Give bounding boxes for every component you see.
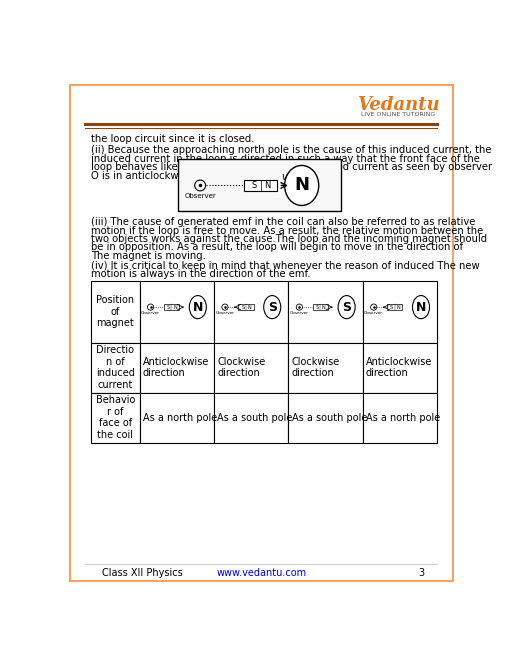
FancyBboxPatch shape (214, 393, 288, 443)
Text: As a north pole: As a north pole (365, 412, 439, 422)
Text: S: S (166, 305, 169, 310)
Text: (iii) The cause of generated emf in the coil can also be referred to as relative: (iii) The cause of generated emf in the … (91, 217, 474, 227)
FancyBboxPatch shape (163, 304, 179, 310)
FancyBboxPatch shape (139, 343, 214, 393)
Text: (iv) It is critical to keep in mind that whenever the reason of induced The new: (iv) It is critical to keep in mind that… (91, 261, 478, 271)
FancyBboxPatch shape (288, 343, 362, 393)
Text: Class XII Physics: Class XII Physics (102, 568, 183, 578)
FancyBboxPatch shape (139, 393, 214, 443)
Text: S: S (267, 300, 276, 314)
FancyBboxPatch shape (288, 393, 362, 443)
Text: N: N (192, 300, 203, 314)
Text: O is in anticlockwise direction. (figure): O is in anticlockwise direction. (figure… (91, 171, 282, 181)
Ellipse shape (412, 296, 429, 319)
Text: S: S (342, 300, 350, 314)
Text: Observer: Observer (363, 311, 382, 315)
FancyBboxPatch shape (362, 393, 436, 443)
Ellipse shape (129, 187, 392, 495)
FancyBboxPatch shape (288, 281, 362, 343)
Text: the loop circuit since it is closed.: the loop circuit since it is closed. (91, 134, 254, 144)
Text: 3: 3 (418, 568, 424, 578)
Text: Clockwise
direction: Clockwise direction (217, 357, 265, 378)
FancyBboxPatch shape (91, 343, 139, 393)
Text: v: v (280, 172, 286, 182)
Text: S: S (315, 305, 318, 310)
Text: As a north pole: As a north pole (143, 412, 217, 422)
Ellipse shape (337, 296, 354, 319)
Text: Vedantu: Vedantu (356, 96, 439, 114)
FancyBboxPatch shape (91, 393, 139, 443)
Text: S: S (389, 305, 392, 310)
Text: Observer: Observer (141, 311, 160, 315)
FancyBboxPatch shape (244, 180, 276, 191)
Text: S: S (251, 181, 256, 190)
FancyBboxPatch shape (238, 304, 253, 310)
Text: N: N (415, 300, 426, 314)
Text: motion is always in the direction of the emf.: motion is always in the direction of the… (91, 269, 310, 279)
Text: be in opposition. As a result, the loop will begin to move in the direction of: be in opposition. As a result, the loop … (91, 242, 462, 252)
Text: N: N (173, 305, 177, 310)
Text: Observer: Observer (184, 193, 216, 199)
Text: induced current in the loop is directed in such a way that the front face of the: induced current in the loop is directed … (91, 154, 479, 164)
Text: N: N (321, 305, 325, 310)
FancyBboxPatch shape (362, 281, 436, 343)
Text: As a south pole: As a south pole (217, 412, 292, 422)
Text: The magnet is moving.: The magnet is moving. (91, 251, 205, 261)
Text: N: N (294, 176, 308, 195)
FancyBboxPatch shape (139, 281, 214, 343)
Text: (ii) Because the approaching north pole is the cause of this induced current, th: (ii) Because the approaching north pole … (91, 145, 490, 155)
Text: two objects works against the cause.The loop and the incoming magnet should: two objects works against the cause.The … (91, 234, 486, 244)
FancyBboxPatch shape (312, 304, 327, 310)
FancyBboxPatch shape (362, 343, 436, 393)
Text: Directio
n of
induced
current: Directio n of induced current (96, 345, 134, 390)
FancyBboxPatch shape (91, 281, 139, 343)
FancyBboxPatch shape (214, 281, 288, 343)
Text: Anticlockwise
direction: Anticlockwise direction (365, 357, 432, 378)
Ellipse shape (263, 296, 280, 319)
Text: S: S (241, 305, 244, 310)
Text: www.vedantu.com: www.vedantu.com (216, 568, 306, 578)
Text: N: N (264, 181, 270, 190)
Text: As a south pole: As a south pole (291, 412, 366, 422)
Text: Position
of
magnet: Position of magnet (96, 295, 134, 328)
FancyBboxPatch shape (70, 85, 452, 581)
Text: Observer: Observer (289, 311, 308, 315)
Ellipse shape (284, 166, 318, 205)
Text: Observer: Observer (215, 311, 234, 315)
Text: motion if the loop is free to move. As a result, the relative motion between the: motion if the loop is free to move. As a… (91, 226, 482, 236)
Text: Behavio
r of
face of
the coil: Behavio r of face of the coil (95, 395, 135, 440)
FancyBboxPatch shape (214, 343, 288, 393)
Text: Anticlockwise
direction: Anticlockwise direction (143, 357, 209, 378)
FancyBboxPatch shape (386, 304, 402, 310)
Ellipse shape (189, 296, 206, 319)
Text: loop behaves like the north pole. Therefore induced current as seen by observer: loop behaves like the north pole. Theref… (91, 162, 491, 172)
Text: Clockwise
direction: Clockwise direction (291, 357, 339, 378)
Text: N: N (395, 305, 399, 310)
Text: LIVE ONLINE TUTORING: LIVE ONLINE TUTORING (361, 112, 435, 117)
Text: N: N (247, 305, 250, 310)
FancyBboxPatch shape (178, 158, 341, 211)
